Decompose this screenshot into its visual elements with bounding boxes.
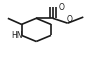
Text: O: O <box>58 3 64 12</box>
Text: HN: HN <box>11 31 23 41</box>
Text: O: O <box>67 15 73 24</box>
